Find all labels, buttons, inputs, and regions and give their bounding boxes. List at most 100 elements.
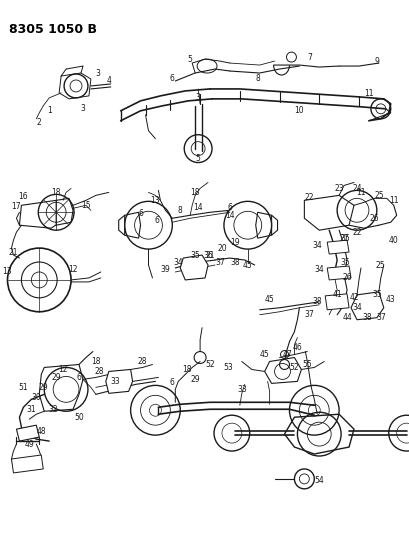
Text: 41: 41 <box>332 290 341 300</box>
Text: 49: 49 <box>25 440 34 449</box>
Text: 20: 20 <box>217 244 226 253</box>
Polygon shape <box>324 294 348 310</box>
Text: 22: 22 <box>351 228 361 237</box>
Text: 42: 42 <box>348 293 358 302</box>
Text: 32: 32 <box>48 405 58 414</box>
Text: 22: 22 <box>304 193 313 202</box>
Polygon shape <box>11 455 43 473</box>
Text: 3: 3 <box>195 93 200 102</box>
Text: 5: 5 <box>187 54 192 63</box>
Polygon shape <box>326 266 350 280</box>
Text: 27: 27 <box>338 233 348 243</box>
Text: 39: 39 <box>160 265 170 274</box>
Polygon shape <box>56 198 73 225</box>
Text: 33: 33 <box>236 385 246 394</box>
Polygon shape <box>264 358 301 383</box>
Text: 18: 18 <box>182 365 191 374</box>
Text: 16: 16 <box>18 192 28 201</box>
Text: 19: 19 <box>229 238 239 247</box>
Text: 53: 53 <box>222 363 232 372</box>
Text: 9: 9 <box>373 56 378 66</box>
Text: 38: 38 <box>229 257 239 266</box>
Text: 40: 40 <box>388 236 398 245</box>
Text: 50: 50 <box>74 413 84 422</box>
Text: 37: 37 <box>304 310 313 319</box>
Text: 12: 12 <box>68 265 78 274</box>
Text: 1: 1 <box>47 106 52 115</box>
Text: 12: 12 <box>58 365 68 374</box>
Text: 35: 35 <box>371 290 381 300</box>
Text: 47: 47 <box>282 350 292 359</box>
Text: 6: 6 <box>138 209 143 218</box>
Text: 35: 35 <box>339 233 349 243</box>
Text: 51: 51 <box>18 383 28 392</box>
Text: 35: 35 <box>190 251 200 260</box>
Text: 6: 6 <box>155 216 160 225</box>
Text: 46: 46 <box>292 343 301 352</box>
Polygon shape <box>16 425 39 441</box>
Text: 21: 21 <box>205 251 214 260</box>
Text: 11: 11 <box>388 196 398 205</box>
Text: 43: 43 <box>385 295 395 304</box>
Polygon shape <box>350 292 383 320</box>
Text: 52: 52 <box>205 360 214 369</box>
Text: 17: 17 <box>11 202 21 211</box>
Polygon shape <box>255 212 271 238</box>
Text: 7: 7 <box>306 53 311 62</box>
Text: 18: 18 <box>51 188 61 197</box>
Text: 5: 5 <box>195 154 200 163</box>
Text: 35: 35 <box>339 257 349 266</box>
Text: 3: 3 <box>95 69 100 77</box>
Text: 11: 11 <box>355 188 365 197</box>
Text: 37: 37 <box>375 313 385 322</box>
Text: 14: 14 <box>225 211 234 220</box>
Text: 48: 48 <box>36 426 46 435</box>
Text: 4: 4 <box>106 76 111 85</box>
Text: 29: 29 <box>190 375 200 384</box>
Text: 13: 13 <box>150 196 160 205</box>
Text: 44: 44 <box>342 313 351 322</box>
Text: 37: 37 <box>215 257 224 266</box>
Text: 26: 26 <box>342 273 351 282</box>
Text: 55: 55 <box>302 360 312 369</box>
Text: 36: 36 <box>203 251 212 260</box>
Polygon shape <box>124 212 140 238</box>
Text: 18: 18 <box>190 188 200 197</box>
Text: 14: 14 <box>193 203 202 212</box>
Polygon shape <box>326 240 348 254</box>
Text: 30: 30 <box>31 393 41 402</box>
Polygon shape <box>303 196 353 230</box>
Text: 28: 28 <box>94 367 103 376</box>
Text: 34: 34 <box>173 257 183 266</box>
Text: 13: 13 <box>3 268 12 277</box>
Text: 29: 29 <box>38 383 48 392</box>
Text: 34: 34 <box>351 303 361 312</box>
Text: 38: 38 <box>361 313 371 322</box>
Text: 8: 8 <box>178 206 182 215</box>
Polygon shape <box>59 73 91 99</box>
Text: 26: 26 <box>368 214 378 223</box>
Text: 45: 45 <box>259 350 269 359</box>
Text: 54: 54 <box>314 477 324 486</box>
Polygon shape <box>106 369 132 393</box>
Text: 33: 33 <box>110 377 120 386</box>
Text: 31: 31 <box>27 405 36 414</box>
Text: 6: 6 <box>76 373 81 382</box>
Text: 15: 15 <box>81 201 90 210</box>
Text: 11: 11 <box>363 90 373 99</box>
Text: 6: 6 <box>227 203 232 212</box>
Text: 18: 18 <box>91 357 100 366</box>
Text: 10: 10 <box>294 106 303 115</box>
Text: 45: 45 <box>264 295 274 304</box>
Polygon shape <box>284 414 353 454</box>
Text: 25: 25 <box>373 191 383 200</box>
Text: 23: 23 <box>333 184 343 193</box>
Text: 2: 2 <box>37 118 42 127</box>
Text: 28: 28 <box>137 357 147 366</box>
Text: 38: 38 <box>312 297 321 306</box>
Text: 45: 45 <box>242 261 252 270</box>
Polygon shape <box>19 200 66 228</box>
Text: 52: 52 <box>289 363 299 372</box>
Text: 21: 21 <box>9 247 18 256</box>
Text: 24: 24 <box>351 184 361 193</box>
